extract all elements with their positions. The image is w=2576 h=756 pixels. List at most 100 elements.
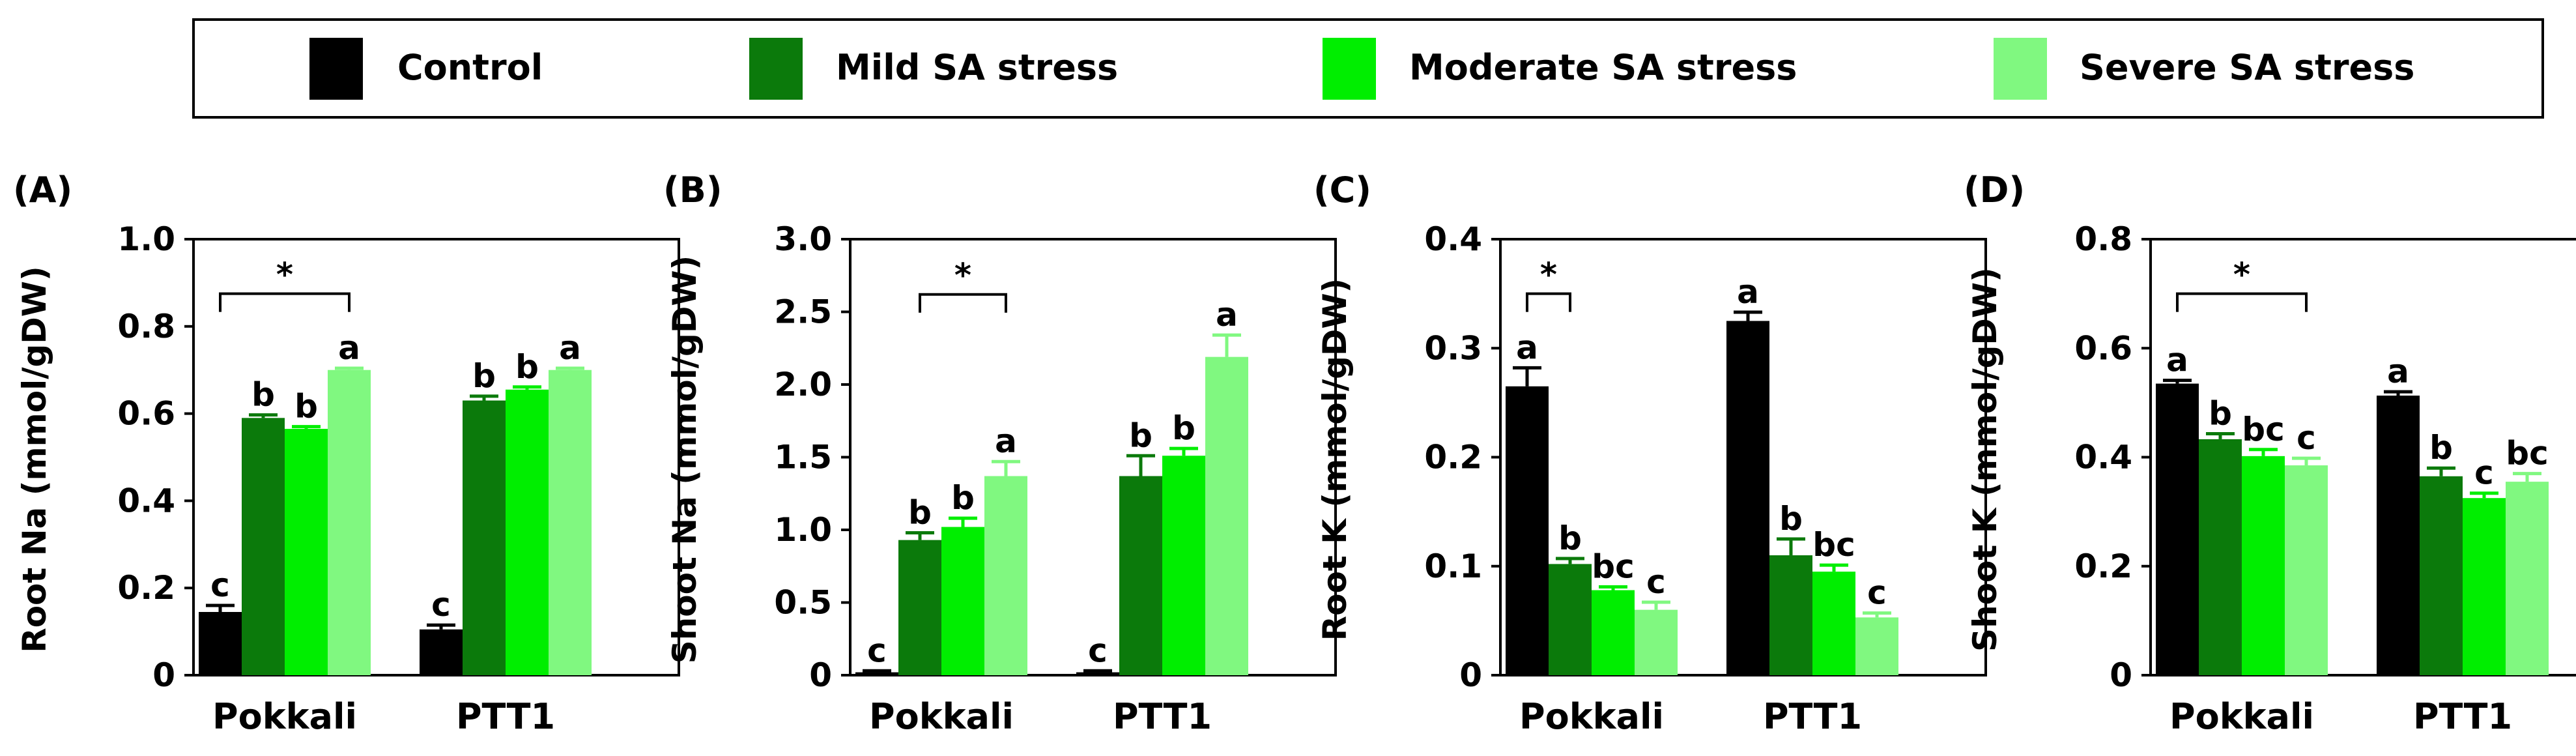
- significance-asterisk: *: [276, 256, 293, 294]
- bar-control-pokkali: [855, 672, 898, 675]
- significance-letter: b: [294, 388, 318, 426]
- legend-label-control: Control: [397, 47, 543, 88]
- bar-severe-sa-stress-pokkali: [328, 370, 371, 675]
- significance-letter: b: [515, 348, 539, 386]
- y-axis-title-d: Shoot K (mmol/gDW): [1966, 267, 2004, 652]
- significance-letter: a: [995, 422, 1017, 460]
- legend: Control Mild SA stress Moderate SA stres…: [192, 18, 2544, 119]
- panel-d: (D) Shoot K (mmol/gDW) 0 0.2 0.4 0.6 0.8 Pokk…: [1964, 169, 2576, 737]
- significance-letter: a: [2166, 342, 2188, 379]
- category-label: Pokkali: [2169, 696, 2314, 737]
- significance-letter: a: [338, 329, 360, 367]
- bar-mild-sa-stress-ptt1: [463, 400, 506, 675]
- y-tick-label: 0.3: [1424, 329, 1482, 367]
- category-label: Pokkali: [212, 696, 357, 737]
- panel-b: (B) Shoot Na (mmol/gDW) 0 0.5 1.0 1.5 2.0 2.5…: [663, 169, 1337, 737]
- bar-severe-sa-stress-ptt1: [2506, 482, 2549, 675]
- significance-letter: b: [251, 376, 275, 414]
- y-tick-label: 0.4: [117, 482, 175, 519]
- category-label: PTT1: [1763, 696, 1862, 737]
- y-tick-label: 0.6: [2074, 329, 2132, 367]
- bar-control-pokkali: [2156, 383, 2199, 675]
- y-tick-label: 0.2: [2074, 547, 2132, 585]
- y-tick-label: 0.2: [1424, 439, 1482, 476]
- significance-letter: b: [472, 357, 496, 395]
- panel-label-c: (C): [1313, 169, 1371, 211]
- legend-label-severe: Severe SA stress: [2080, 47, 2414, 88]
- significance-letter: bc: [1812, 526, 1855, 564]
- y-tick-label: 0: [1459, 656, 1482, 694]
- significance-bracket: [2176, 292, 2308, 312]
- significance-letter: c: [867, 632, 887, 669]
- significance-letter: a: [559, 329, 581, 367]
- significance-letter: b: [1129, 416, 1152, 454]
- y-tick-label: 2.0: [774, 366, 832, 403]
- bar-moderate-sa-stress-ptt1: [506, 389, 549, 675]
- y-tick-label: 0.8: [117, 308, 175, 345]
- y-tick-label: 0.5: [774, 584, 832, 622]
- significance-asterisk: *: [954, 257, 971, 295]
- bar-mild-sa-stress-pokkali: [898, 540, 941, 675]
- legend-swatch-control: [309, 38, 363, 100]
- y-axis-title-b: Shoot Na (mmol/gDW): [666, 255, 704, 664]
- y-tick-label: 0.4: [2074, 439, 2132, 476]
- bar-mild-sa-stress-ptt1: [1769, 555, 1812, 675]
- bar-control-pokkali: [199, 611, 242, 675]
- bar-moderate-sa-stress-pokkali: [1592, 590, 1635, 675]
- y-tick-label: 1.5: [774, 439, 832, 476]
- bar-severe-sa-stress-pokkali: [1635, 609, 1678, 675]
- category-label: PTT1: [456, 696, 555, 737]
- bar-mild-sa-stress-ptt1: [1119, 476, 1162, 675]
- panel-c: (C) Root K (mmol/gDW) 0 0.1 0.2 0.3 0.4 Pokka…: [1313, 169, 1987, 737]
- significance-asterisk: *: [2233, 256, 2250, 294]
- bar-control-ptt1: [1076, 672, 1119, 675]
- bar-mild-sa-stress-pokkali: [2199, 439, 2242, 675]
- category-label: PTT1: [1113, 696, 1212, 737]
- significance-letter: b: [1558, 519, 1582, 557]
- significance-letter: c: [2297, 419, 2316, 457]
- bar-severe-sa-stress-ptt1: [1855, 617, 1898, 675]
- y-tick-label: 0: [152, 656, 175, 694]
- category-label: Pokkali: [869, 696, 1014, 737]
- y-tick-label: 0.1: [1424, 547, 1482, 585]
- y-tick-label: 3.0: [774, 220, 832, 258]
- significance-asterisk: *: [1540, 256, 1557, 294]
- category-label: Pokkali: [1519, 696, 1664, 737]
- bar-severe-sa-stress-ptt1: [1205, 356, 1248, 675]
- panel-label-a: (A): [13, 169, 72, 211]
- significance-letter: bc: [2506, 435, 2548, 472]
- y-tick-label: 0.2: [117, 569, 175, 607]
- bar-severe-sa-stress-pokkali: [984, 476, 1027, 675]
- y-tick-label: 2.5: [774, 293, 832, 331]
- y-axis-title-a: Root Na (mmol/gDW): [16, 266, 53, 653]
- bar-moderate-sa-stress-ptt1: [2463, 498, 2506, 675]
- significance-letter: a: [1216, 296, 1238, 334]
- legend-label-moderate: Moderate SA stress: [1409, 47, 1797, 88]
- significance-letter: c: [210, 566, 230, 604]
- bar-mild-sa-stress-pokkali: [242, 418, 285, 675]
- legend-swatch-severe: [1994, 38, 2047, 100]
- significance-letter: a: [1737, 273, 1759, 311]
- significance-letter: b: [2209, 395, 2232, 433]
- y-tick-label: 0.6: [117, 395, 175, 433]
- bar-moderate-sa-stress-pokkali: [285, 429, 328, 675]
- bar-moderate-sa-stress-ptt1: [1162, 456, 1205, 675]
- significance-bracket: [919, 293, 1007, 313]
- bar-mild-sa-stress-ptt1: [2420, 476, 2463, 675]
- significance-letter: c: [1088, 632, 1108, 669]
- bar-mild-sa-stress-pokkali: [1549, 564, 1592, 675]
- significance-letter: b: [2429, 429, 2453, 467]
- bar-severe-sa-stress-pokkali: [2285, 465, 2328, 675]
- y-tick-label: 1.0: [774, 511, 832, 549]
- bar-moderate-sa-stress-pokkali: [941, 527, 984, 675]
- bar-severe-sa-stress-ptt1: [549, 370, 592, 675]
- significance-letter: c: [431, 586, 451, 624]
- legend-swatch-moderate: [1323, 38, 1376, 100]
- legend-label-mild: Mild SA stress: [836, 47, 1118, 88]
- y-tick-label: 1.0: [117, 220, 175, 258]
